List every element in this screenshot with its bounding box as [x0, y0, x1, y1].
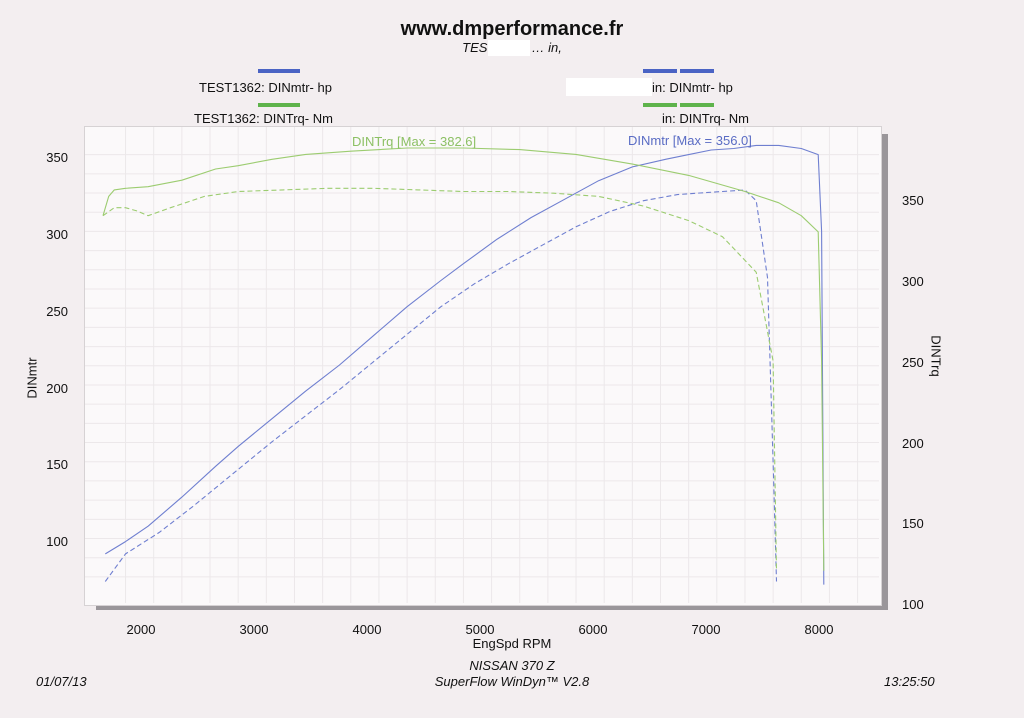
x-tick-label: 4000: [352, 622, 382, 637]
series-line-1: [105, 144, 825, 585]
legend-hp-left: TEST1362: DINmtr- hp: [199, 80, 332, 95]
legend-nm-left: TEST1362: DINTrq- Nm: [194, 111, 333, 126]
redaction-mark: [566, 78, 652, 96]
y-left-tick-label: 200: [46, 381, 68, 396]
legend-swatch-hp-right-b: [680, 69, 714, 73]
y-right-tick-label: 250: [902, 355, 924, 370]
footer-date: 01/07/13: [36, 674, 87, 689]
x-tick-label: 6000: [578, 622, 608, 637]
legend-swatch-nm-right-b: [680, 103, 714, 107]
x-tick-label: 2000: [126, 622, 156, 637]
series-line-3: [102, 147, 825, 571]
series-line-4: [102, 187, 778, 571]
legend-hp-right: in: DINmtr- hp: [652, 80, 733, 95]
x-axis-title: EngSpd RPM: [472, 636, 552, 651]
footer-software: SuperFlow WinDyn™ V2.8: [434, 674, 590, 689]
power-max-label: DINmtr [Max = 356.0]: [628, 133, 752, 148]
legend-swatch-nm-left: [258, 103, 300, 107]
legend-nm-right: in: DINTrq- Nm: [662, 111, 749, 126]
y-left-axis-title: DINmtr: [24, 357, 40, 399]
x-tick-label: 5000: [465, 622, 495, 637]
y-right-axis-title: DINTrq: [928, 335, 944, 377]
redaction-mark: [488, 40, 530, 56]
torque-max-label: DINTrq [Max = 382.6]: [352, 134, 477, 149]
series-line-2: [104, 189, 778, 582]
x-tick-label: 7000: [691, 622, 721, 637]
footer-vehicle: NISSAN 370 Z: [469, 658, 555, 673]
y-right-tick-label: 150: [902, 516, 924, 531]
y-right-tick-label: 100: [902, 597, 924, 612]
y-left-tick-label: 100: [46, 534, 68, 549]
y-right-tick-label: 200: [902, 436, 924, 451]
plot-grid: [85, 127, 879, 603]
x-tick-label: 3000: [239, 622, 269, 637]
footer-time: 13:25:50: [884, 674, 935, 689]
y-left-tick-label: 350: [46, 150, 68, 165]
y-left-tick-label: 300: [46, 227, 68, 242]
y-right-tick-label: 350: [902, 193, 924, 208]
page-title: www.dmperformance.fr: [400, 18, 624, 40]
legend-swatch-hp-right-a: [643, 69, 677, 73]
y-right-tick-label: 300: [902, 274, 924, 289]
y-left-tick-label: 250: [46, 304, 68, 319]
y-left-tick-label: 150: [46, 457, 68, 472]
legend-swatch-hp-left: [258, 69, 300, 73]
legend-swatch-nm-right-a: [643, 103, 677, 107]
x-tick-label: 8000: [804, 622, 834, 637]
